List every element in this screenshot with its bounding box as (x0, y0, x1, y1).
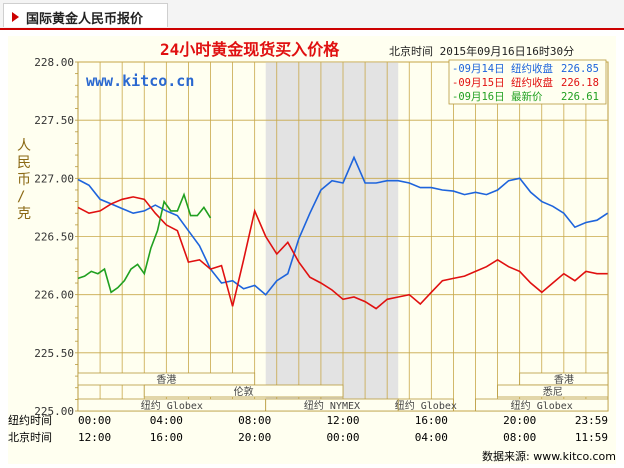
market-globex-3-label: 纽约 Globex (511, 399, 573, 412)
legend-label: 纽约收盘 (511, 62, 553, 75)
x-tick-label-ny: 20:00 (503, 414, 536, 427)
y-axis-label-char: 民 (17, 155, 31, 171)
market-london-box (143, 384, 344, 398)
market-globex-1-label: 纽约 Globex (141, 399, 203, 412)
x-tick-label-ny: 12:00 (326, 414, 359, 427)
legend-date: -09月15日 (452, 77, 505, 89)
triangle-icon (12, 12, 19, 22)
legend-value: 226.61 (561, 91, 599, 103)
x-tick-label-bj: 12:00 (78, 431, 111, 444)
market-sydney-box (497, 384, 609, 398)
tab-label: 国际黄金人民币报价 (26, 12, 144, 27)
y-tick-label: 227.50 (34, 114, 74, 127)
y-tick-label: 226.50 (34, 231, 74, 244)
x-tick-label-bj: 16:00 (150, 431, 183, 444)
tab-gold-rmb-quote[interactable]: 国际黄金人民币报价 (3, 3, 168, 27)
legend-date: -09月14日 (452, 63, 505, 75)
market-nymex-label: 纽约 NYMEX (304, 399, 360, 412)
series-line-2 (77, 196, 608, 310)
x-tick-label-bj: 11:59 (575, 431, 608, 444)
series-line-3 (77, 192, 212, 294)
y-tick-label: 225.50 (34, 347, 74, 360)
x-tick-label-ny: 04:00 (150, 414, 183, 427)
market-globex-2-label: 纽约 Globex (395, 399, 457, 412)
y-axis-label-char: / (17, 189, 25, 205)
gold-price-chart: 228.00 227.50 227.00 226.50 226.00 225.50 225.… (8, 40, 609, 444)
y-tick-label: 225.00 (34, 405, 74, 418)
x-tick-label-ny: 08:00 (238, 414, 271, 427)
x-row1-title: 纽约时间 (8, 413, 52, 427)
market-globex-2-box (397, 398, 454, 412)
y-tick-label: 228.00 (34, 56, 74, 69)
market-hongkong-1-label: 香港 (156, 374, 176, 386)
data-source: 数据来源: www.kitco.com (482, 450, 616, 463)
legend-value: 226.85 (561, 63, 599, 75)
y-tick-label: 226.00 (34, 289, 74, 302)
x-tick-label-ny: 16:00 (415, 414, 448, 427)
x-tick-label-ny: 23:59 (575, 414, 608, 427)
market-hongkong-2-label: 香港 (554, 374, 574, 386)
series-line-1 (77, 155, 609, 296)
y-axis-label-char: 币 (17, 172, 31, 188)
watermark: www.kitco.cn (86, 72, 194, 90)
x-tick-label-ny: 00:00 (78, 414, 111, 427)
y-axis-label-char: 克 (17, 206, 31, 222)
x-tick-label-bj: 20:00 (238, 431, 271, 444)
x-tick-label-bj: 00:00 (326, 431, 359, 444)
tab-bar: 国际黄金人民币报价 (0, 0, 624, 30)
x-tick-label-bj: 04:00 (415, 431, 448, 444)
legend-box (448, 59, 607, 105)
market-sydney-label: 悉尼 (543, 386, 563, 398)
market-globex-3-box (475, 398, 609, 412)
x-tick-label-bj: 08:00 (503, 431, 536, 444)
legend-value: 226.18 (561, 77, 599, 89)
y-tick-label: 227.00 (34, 172, 74, 185)
chart-title: 24小时黄金现货买入价格 (160, 40, 340, 59)
x-row2-title: 北京时间 (8, 430, 52, 444)
market-london-label: 伦敦 (234, 385, 254, 398)
legend-date: -09月16日 (452, 91, 505, 103)
chart-timestamp: 北京时间 2015年09月16日16时30分 (389, 44, 574, 58)
legend-label: 纽约收盘 (511, 76, 553, 89)
y-axis-label-char: 人 (17, 138, 31, 154)
chart-container: 228.00 227.50 227.00 226.50 226.00 225.50 225.… (8, 36, 616, 464)
legend-label: 最新价 (511, 90, 543, 103)
